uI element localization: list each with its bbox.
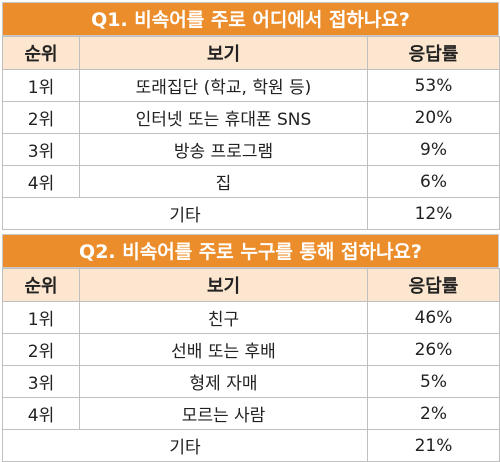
rate-header: 응답률 <box>367 268 500 302</box>
rate-cell: 46% <box>367 301 500 334</box>
rate-header: 응답률 <box>367 36 500 70</box>
other-rate-cell: 21% <box>367 429 500 462</box>
choice-header: 보기 <box>79 268 368 302</box>
rank-cell: 1위 <box>2 301 80 334</box>
choice-cell: 방송 프로그램 <box>79 133 368 166</box>
rate-cell: 2% <box>367 397 500 430</box>
rank-cell: 4위 <box>2 165 80 198</box>
q2-table: 순위 보기 응답률 1위 친구 46% 2위 선배 또는 후배 26% 3위 형… <box>2 268 500 462</box>
rank-cell: 1위 <box>2 69 80 102</box>
q1-header-row: 순위 보기 응답률 <box>2 36 500 70</box>
rank-cell: 4위 <box>2 397 80 430</box>
rate-cell: 53% <box>367 69 500 102</box>
rank-header: 순위 <box>2 36 80 70</box>
table-row: 3위 방송 프로그램 9% <box>2 133 500 166</box>
rank-cell: 2위 <box>2 101 80 134</box>
other-choice-cell: 기타 <box>2 197 368 230</box>
choice-cell: 형제 자매 <box>79 365 368 398</box>
table-row: 3위 형제 자매 5% <box>2 365 500 398</box>
table-row: 4위 집 6% <box>2 165 500 198</box>
rate-cell: 6% <box>367 165 500 198</box>
rank-cell: 3위 <box>2 365 80 398</box>
choice-cell: 모르는 사람 <box>79 397 368 430</box>
rate-cell: 20% <box>367 101 500 134</box>
rate-cell: 5% <box>367 365 500 398</box>
table-row: 2위 선배 또는 후배 26% <box>2 333 500 366</box>
choice-cell: 집 <box>79 165 368 198</box>
table-row: 1위 친구 46% <box>2 301 500 334</box>
q1-table: 순위 보기 응답률 1위 또래집단 (학교, 학원 등) 53% 2위 인터넷 … <box>2 36 500 230</box>
choice-header: 보기 <box>79 36 368 70</box>
table-row: 2위 인터넷 또는 휴대폰 SNS 20% <box>2 101 500 134</box>
choice-cell: 또래집단 (학교, 학원 등) <box>79 69 368 102</box>
other-row: 기타 12% <box>2 197 500 230</box>
table-row: 4위 모르는 사람 2% <box>2 397 500 430</box>
q1-title: Q1. 비속어를 주로 어디에서 접하나요? <box>2 2 499 36</box>
rate-cell: 9% <box>367 133 500 166</box>
table-row: 1위 또래집단 (학교, 학원 등) 53% <box>2 69 500 102</box>
q2-header-row: 순위 보기 응답률 <box>2 268 500 302</box>
other-rate-cell: 12% <box>367 197 500 230</box>
rate-cell: 26% <box>367 333 500 366</box>
choice-cell: 친구 <box>79 301 368 334</box>
q2-title: Q2. 비속어를 주로 누구를 통해 접하나요? <box>2 234 499 268</box>
rank-cell: 2위 <box>2 333 80 366</box>
choice-cell: 선배 또는 후배 <box>79 333 368 366</box>
rank-header: 순위 <box>2 268 80 302</box>
rank-cell: 3위 <box>2 133 80 166</box>
choice-cell: 인터넷 또는 휴대폰 SNS <box>79 101 368 134</box>
